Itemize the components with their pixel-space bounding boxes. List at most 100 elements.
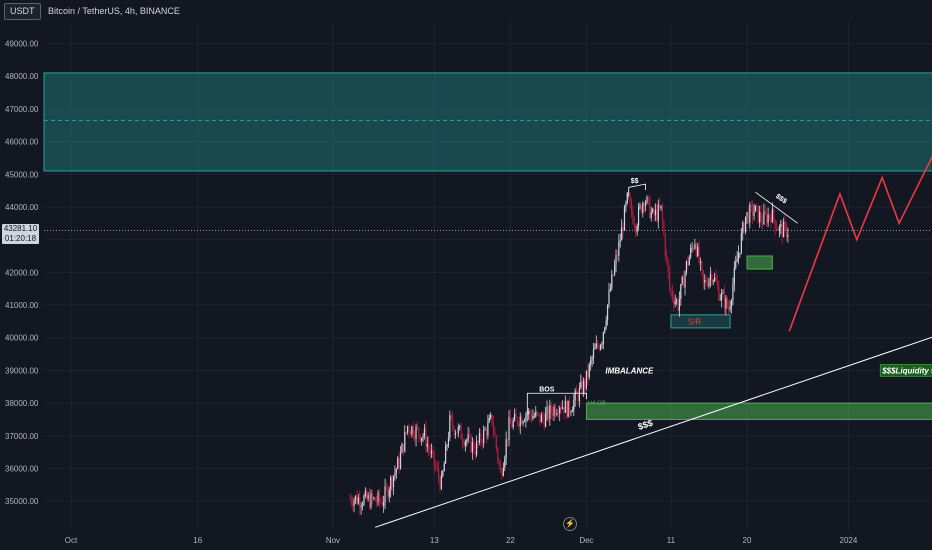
candle-body — [752, 205, 754, 216]
candle-body — [723, 292, 726, 309]
candle-body — [506, 439, 509, 441]
candle-body — [423, 428, 426, 437]
candle-body — [647, 196, 650, 199]
candle-body — [719, 299, 721, 301]
sr-label: S/R — [688, 317, 702, 326]
candle-body — [753, 211, 755, 216]
y-tick-label: 42000.00 — [5, 268, 39, 277]
candle-body — [395, 469, 397, 473]
y-tick-label: 38000.00 — [5, 399, 39, 408]
candle-body — [635, 226, 637, 233]
candle-body — [483, 429, 485, 444]
candle-body — [677, 300, 679, 311]
candle-body — [778, 226, 780, 231]
candle-body — [661, 205, 664, 222]
candle-body — [370, 493, 372, 508]
candle-body — [666, 255, 668, 259]
candle-body — [391, 477, 393, 488]
candle-body — [566, 400, 568, 418]
candle-body — [545, 413, 547, 427]
time-axis[interactable]: Oct16Nov1322Dec1120202415Feb1221 — [65, 536, 932, 545]
candle-body — [528, 410, 530, 415]
candle-body — [491, 414, 493, 425]
candle-body — [388, 489, 390, 497]
candle-body — [521, 416, 523, 424]
candle-body — [456, 432, 458, 434]
candle-body — [763, 211, 765, 225]
candle-body — [621, 227, 623, 241]
candle-body — [553, 406, 555, 416]
candle-body — [623, 206, 626, 231]
liquidity-note-box — [879, 364, 932, 377]
candle-body — [556, 413, 558, 415]
trendline — [375, 336, 932, 528]
candle-body — [502, 467, 504, 476]
candle-body — [577, 393, 579, 402]
candle-body — [418, 427, 420, 436]
replay-icon[interactable]: ⚡ — [563, 517, 577, 531]
candle-body — [480, 433, 482, 443]
candle-body — [725, 298, 727, 309]
x-tick-label: Nov — [326, 536, 340, 545]
candle-body — [552, 412, 554, 416]
candle-body — [522, 421, 524, 424]
liquidity-label-top: $$ — [631, 178, 639, 185]
price-axis[interactable]: 35000.00 36000.00 37000.00 38000.00 39000.00… — [5, 40, 39, 507]
x-tick-label: 2024 — [840, 536, 858, 545]
last-price-value: 43281.10 — [3, 224, 38, 233]
candle-body — [533, 416, 535, 418]
candle-body — [537, 413, 540, 414]
candle-body — [756, 205, 758, 207]
candle-body — [574, 390, 576, 400]
lines-layer — [375, 155, 932, 528]
candle-body — [422, 436, 424, 438]
candle-body — [701, 261, 703, 271]
candle-body — [590, 360, 592, 365]
symbol-selector[interactable]: USDT — [4, 3, 41, 20]
candle-body — [609, 288, 611, 291]
candle-body — [616, 255, 619, 256]
candle-body — [467, 434, 469, 441]
candle-body — [564, 400, 566, 413]
candle-body — [449, 415, 451, 438]
candle-body — [433, 451, 435, 466]
candle-body — [761, 221, 764, 225]
candle-body — [632, 212, 634, 223]
candle-body — [435, 465, 437, 468]
candle-body — [530, 415, 533, 420]
candle-body — [516, 417, 519, 425]
candle-body — [454, 432, 457, 435]
candle-body — [543, 419, 545, 427]
candle-body — [653, 209, 655, 216]
candle-body — [656, 209, 658, 221]
liquidity-slant-line — [755, 191, 798, 224]
candle-body — [639, 205, 641, 208]
y-tick-label: 48000.00 — [5, 72, 39, 81]
candle-body — [568, 400, 571, 413]
candle-body — [353, 500, 355, 506]
candle-body — [649, 198, 651, 218]
candle-body — [678, 299, 680, 311]
candle-body — [509, 417, 511, 424]
liquidity-zone — [585, 402, 932, 420]
candle-body — [633, 222, 635, 227]
candle-body — [592, 349, 595, 358]
candle-body — [784, 221, 786, 224]
candle-body — [426, 443, 428, 447]
candle-body — [529, 410, 531, 416]
candle-body — [540, 414, 542, 423]
candle-body — [464, 441, 466, 446]
candle-body — [512, 420, 514, 428]
candle-body — [383, 502, 385, 506]
candle-body — [401, 444, 403, 454]
candle-body — [736, 259, 738, 262]
candle-body — [367, 494, 369, 499]
candle-body — [618, 241, 620, 256]
candle-body — [504, 457, 506, 468]
candle-body — [439, 477, 441, 489]
candle-body — [377, 492, 379, 503]
candle-body — [535, 411, 537, 417]
candle-body — [443, 463, 445, 472]
candle-body — [657, 204, 659, 221]
